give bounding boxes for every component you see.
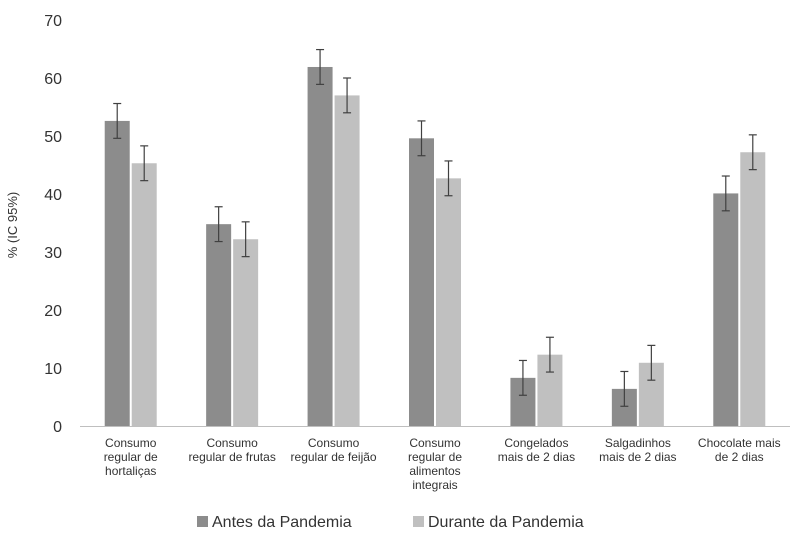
y-tick-label: 20 <box>44 303 62 320</box>
x-tick-label-line: Congelados <box>504 436 568 450</box>
error-bar <box>140 145 149 182</box>
x-tick-label-line: Consumo <box>409 436 461 450</box>
error-bar <box>721 175 730 212</box>
bar-antes <box>104 120 130 427</box>
x-tick-label-line: alimentos <box>409 464 460 478</box>
error-bar <box>748 134 757 171</box>
legend-label-durante: Durante da Pandemia <box>428 514 584 531</box>
legend-swatch-antes <box>197 516 208 527</box>
y-tick-label: 10 <box>44 361 62 378</box>
error-bar <box>647 344 656 381</box>
y-axis-ticks: 0 10 20 30 40 50 60 70 <box>44 13 62 436</box>
x-tick-label-line: regular de frutas <box>188 450 275 464</box>
x-tick-label-line: integrais <box>412 478 457 492</box>
bar-durante <box>233 239 259 426</box>
bar-durante <box>334 95 360 427</box>
x-tick-label-line: Consumo <box>308 436 360 450</box>
bar-durante <box>436 178 461 426</box>
x-tick-label: Chocolate mais de 2 dias <box>698 436 781 464</box>
error-bar <box>113 102 122 139</box>
x-tick-label-line: mais de 2 dias <box>498 450 575 464</box>
bar-durante <box>740 152 766 427</box>
error-bars <box>113 48 757 407</box>
error-bar <box>620 370 629 407</box>
error-bar <box>316 48 325 85</box>
x-tick-label-line: hortaliças <box>105 464 156 478</box>
error-bar <box>444 160 453 197</box>
x-tick-label-line: Consumo <box>105 436 157 450</box>
legend: Antes da Pandemia Durante da Pandemia <box>197 514 584 531</box>
x-tick-label: Congelados mais de 2 dias <box>498 436 575 464</box>
x-tick-label: Consumo regular de alimentos integrais <box>408 436 462 492</box>
bar-antes <box>206 224 232 426</box>
y-axis-label: % (IC 95%) <box>5 192 20 258</box>
error-bar <box>241 221 250 258</box>
x-tick-label-line: mais de 2 dias <box>599 450 676 464</box>
x-tick-label-line: Consumo <box>206 436 258 450</box>
legend-swatch-durante <box>413 516 424 527</box>
y-tick-label: 70 <box>44 13 62 30</box>
y-tick-label: 0 <box>53 419 62 436</box>
x-tick-label: Consumo regular de hortaliças <box>104 436 158 478</box>
bar-antes <box>307 66 333 426</box>
y-tick-label: 40 <box>44 187 62 204</box>
x-tick-label: Consumo regular de feijão <box>291 436 377 464</box>
error-bar <box>214 206 223 243</box>
x-tick-label-line: de 2 dias <box>715 450 764 464</box>
y-tick-label: 60 <box>44 71 62 88</box>
error-bar <box>417 120 426 157</box>
error-bar <box>343 77 352 114</box>
x-tick-label: Consumo regular de frutas <box>188 436 275 464</box>
x-tick-label-line: regular de <box>408 450 462 464</box>
y-tick-label: 50 <box>44 129 62 146</box>
x-tick-label-line: Salgadinhos <box>605 436 671 450</box>
x-tick-label-line: Chocolate mais <box>698 436 781 450</box>
error-bar <box>518 359 527 396</box>
x-tick-label-line: regular de <box>104 450 158 464</box>
bar-durante <box>131 163 157 426</box>
y-tick-label: 30 <box>44 245 62 262</box>
x-tick-label: Salgadinhos mais de 2 dias <box>599 436 676 464</box>
x-tick-label-line: regular de feijão <box>291 450 377 464</box>
bar-antes <box>409 138 434 426</box>
error-bar <box>545 336 554 373</box>
bars <box>104 66 766 427</box>
bar-antes <box>713 193 739 426</box>
legend-label-antes: Antes da Pandemia <box>212 514 352 531</box>
